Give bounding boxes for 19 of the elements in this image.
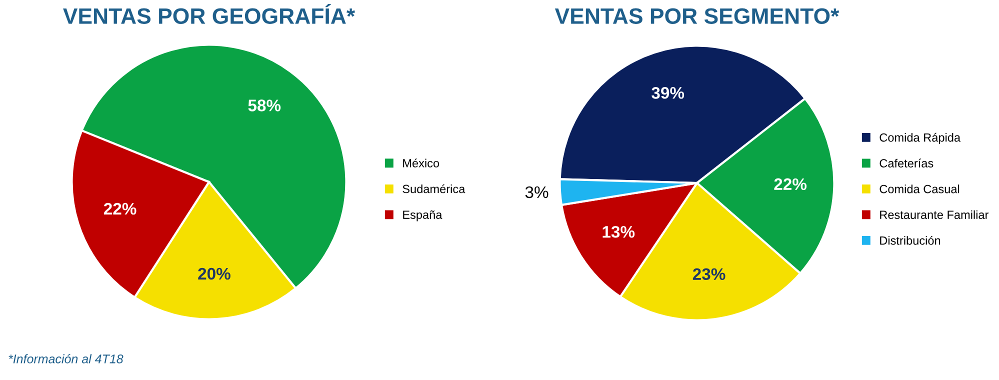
data-label: 22% — [774, 178, 807, 190]
data-label: 20% — [198, 268, 230, 280]
legend-label: México — [403, 158, 440, 168]
data-label: 22% — [104, 202, 136, 215]
data-label: 58% — [248, 100, 281, 112]
legend-label: Restaurante Familiar — [880, 210, 989, 219]
legend-label: Comida Casual — [880, 184, 960, 194]
chart-title: VENTAS POR GEOGRAFÍA* — [63, 4, 356, 24]
legend-label: Cafeterías — [880, 158, 934, 168]
legend-label: España — [403, 210, 442, 222]
legend-label: Sudamérica — [402, 184, 466, 194]
data-label: 13% — [602, 226, 635, 238]
data-label: 39% — [652, 87, 684, 99]
chart-title: VENTAS POR SEGMENTO* — [554, 8, 840, 24]
legend-label: Comida Rápida — [880, 132, 961, 144]
legend-label: Distribución — [880, 236, 940, 245]
data-label: 23% — [692, 268, 726, 280]
text: *Información al 4T18 — [8, 354, 124, 364]
data-label: 3% — [525, 186, 548, 198]
